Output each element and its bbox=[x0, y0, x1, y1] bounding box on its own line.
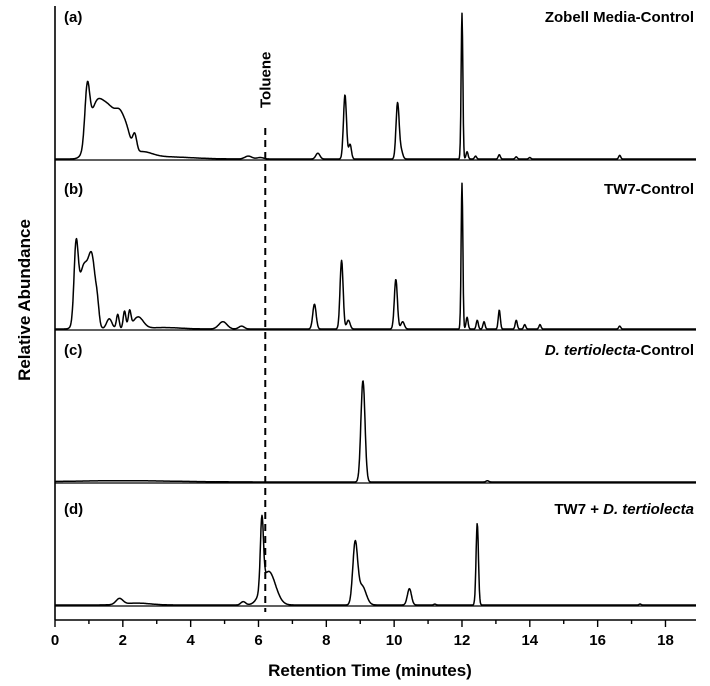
x-tick-label: 10 bbox=[386, 632, 403, 649]
panel-label-4: (d) bbox=[64, 501, 83, 518]
panel-title-4: TW7 + D. tertiolecta bbox=[554, 501, 694, 518]
x-tick-label: 12 bbox=[454, 632, 471, 649]
chromatogram-trace-3 bbox=[54, 380, 697, 483]
x-tick-label: 6 bbox=[254, 632, 262, 649]
panel-title-1: Zobell Media-Control bbox=[545, 9, 694, 26]
trace-group bbox=[54, 12, 697, 607]
panel-label-3: (c) bbox=[64, 342, 82, 359]
x-tick-label: 2 bbox=[119, 632, 127, 649]
x-tick-label: 18 bbox=[657, 632, 674, 649]
toluene-label: Toluene bbox=[257, 52, 274, 108]
panel-label-1: (a) bbox=[64, 9, 82, 26]
x-axis-title: Retention Time (minutes) bbox=[268, 661, 472, 680]
panel-label-2: (b) bbox=[64, 181, 83, 198]
chromatogram-trace-2 bbox=[54, 182, 697, 330]
x-tick-label: 16 bbox=[589, 632, 606, 649]
x-tick-label: 4 bbox=[186, 632, 195, 649]
x-tick-label: 8 bbox=[322, 632, 330, 649]
panel-title-3: D. tertiolecta-Control bbox=[545, 342, 694, 359]
x-tick-label: 0 bbox=[51, 632, 59, 649]
y-axis-title: Relative Abundance bbox=[15, 219, 34, 381]
chromatogram-trace-4 bbox=[54, 514, 697, 606]
x-tick-label: 14 bbox=[521, 632, 538, 649]
x-tick-group: 0 2 4 6 8 10 12 14 16 18 bbox=[51, 620, 674, 649]
chromatogram-trace-1 bbox=[54, 12, 697, 160]
panel-title-2: TW7-Control bbox=[604, 181, 694, 198]
panel-label-group: (a) Zobell Media-Control (b) TW7-Control (c)… bbox=[64, 9, 694, 518]
